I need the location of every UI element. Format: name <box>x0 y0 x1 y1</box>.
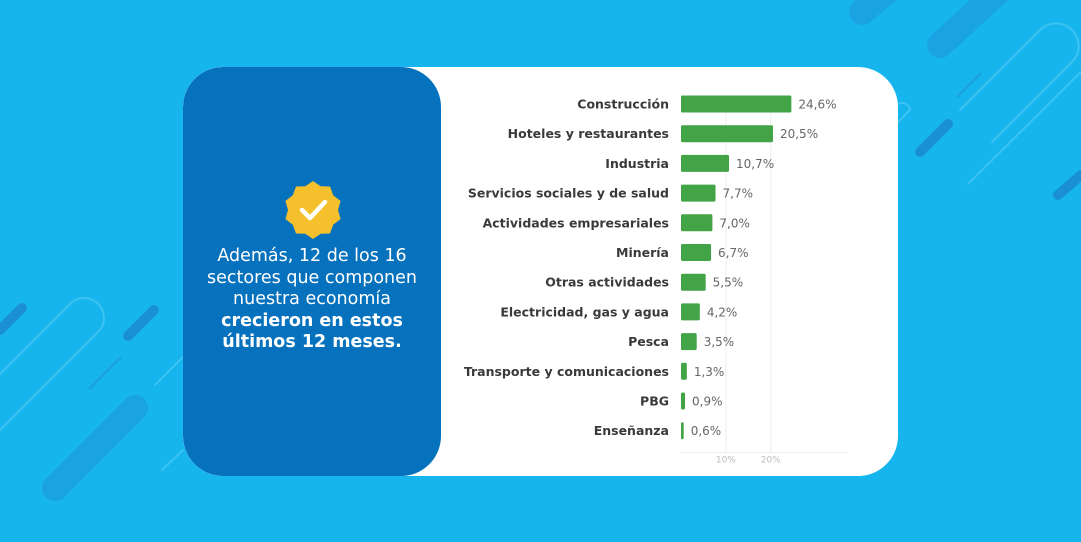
value-label: 1,3% <box>694 365 725 379</box>
value-label: 10,7% <box>736 157 774 171</box>
category-label: PBG <box>640 394 669 409</box>
category-label: Otras actividades <box>545 275 669 290</box>
bar <box>681 392 686 410</box>
bar <box>681 154 730 172</box>
value-label: 0,9% <box>692 395 723 409</box>
value-label: 7,0% <box>719 216 750 230</box>
category-label: Minería <box>616 245 669 260</box>
growth-message: Además, 12 de los 16 sectores que compon… <box>195 246 429 354</box>
bar <box>681 303 700 321</box>
info-card: Además, 12 de los 16 sectores que compon… <box>183 67 898 476</box>
value-label: 24,6% <box>798 98 836 112</box>
bar <box>681 184 716 202</box>
message-text: Además, 12 de los 16 sectores que compon… <box>207 246 417 309</box>
category-label: Hoteles y restaurantes <box>508 126 669 141</box>
value-label: 5,5% <box>713 276 744 290</box>
bar <box>681 422 684 440</box>
bar <box>681 362 687 380</box>
bar <box>681 95 792 113</box>
bar <box>681 333 697 351</box>
bar <box>681 244 712 261</box>
category-label: Industria <box>605 156 669 171</box>
message-highlight: crecieron en estos últimos 12 meses. <box>221 310 403 353</box>
value-label: 4,2% <box>707 305 738 319</box>
x-tick-label: 10% <box>716 455 736 465</box>
value-label: 7,7% <box>723 187 754 201</box>
bar <box>681 273 706 291</box>
category-label: Construcción <box>577 97 669 112</box>
category-label: Servicios sociales y de salud <box>468 186 669 201</box>
check-badge-icon <box>285 181 341 239</box>
sector-growth-chart: 10% 20% Construcción 24,6% Hoteles y restaur… <box>464 95 847 465</box>
category-label: Actividades empresariales <box>483 215 669 230</box>
category-label: Enseñanza <box>594 423 669 438</box>
value-label: 20,5% <box>780 127 818 141</box>
value-label: 6,7% <box>718 246 749 260</box>
category-label: Pesca <box>628 334 669 349</box>
value-label: 3,5% <box>704 335 735 349</box>
category-label: Transporte y comunicaciones <box>464 364 669 379</box>
message-panel: Además, 12 de los 16 sectores que compon… <box>183 67 441 476</box>
bar <box>681 125 773 143</box>
category-label: Electricidad, gas y agua <box>500 304 669 319</box>
value-label: 0,6% <box>691 424 722 438</box>
bar <box>681 214 713 232</box>
x-tick-label: 20% <box>761 455 781 465</box>
